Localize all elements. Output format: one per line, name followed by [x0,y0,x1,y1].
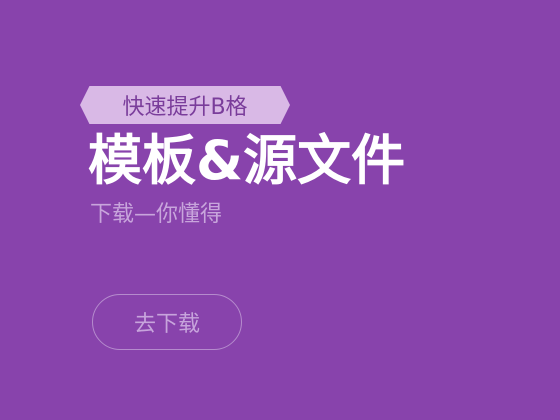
subtitle: 下载—你懂得 [90,202,223,227]
tag-badge: 快速提升B格 [80,86,290,124]
headline: 模板&源文件 [88,129,406,192]
download-button[interactable]: 去下载 [92,294,242,350]
tag-text: 快速提升B格 [122,95,248,120]
